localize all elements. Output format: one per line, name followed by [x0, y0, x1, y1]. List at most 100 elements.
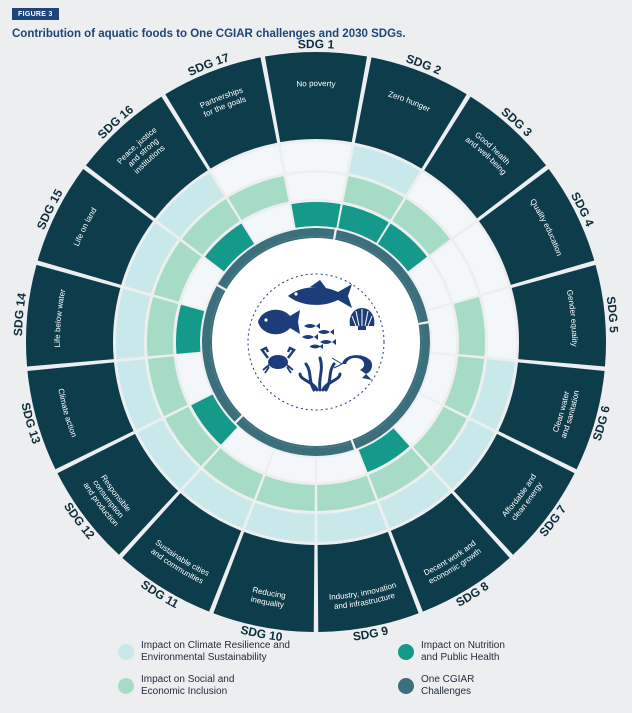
social-cell-sdg-5 — [453, 297, 486, 357]
nutrition-cell-sdg-5 — [427, 304, 457, 354]
social-cell-sdg-2 — [343, 176, 404, 220]
climate-cell-sdg-9 — [317, 502, 387, 542]
social-cell-sdg-15 — [153, 241, 202, 302]
social-cell-sdg-6 — [444, 356, 485, 417]
climate-cell-sdg-13 — [117, 359, 162, 430]
legend-label-climate: Impact on Climate Resilience and Environm… — [141, 640, 290, 663]
nutrition-cell-sdg-3 — [377, 223, 428, 272]
sdg-segment-17 — [165, 57, 278, 169]
sdg-number-14: SDG 14 — [11, 292, 29, 337]
social-cell-sdg-7 — [413, 406, 467, 466]
legend-item-nutrition: Impact on Nutrition and Public Health — [398, 640, 505, 664]
climate-cell-sdg-5 — [481, 288, 517, 359]
nutrition-cell-sdg-12 — [191, 394, 238, 445]
sdg-number-5: SDG 5 — [604, 295, 621, 333]
legend-swatch-nutrition — [398, 644, 414, 660]
nutrition-cell-sdg-15 — [181, 258, 223, 310]
center-dotted-ring — [247, 273, 385, 411]
climate-cell-sdg-16 — [157, 172, 225, 238]
figure-label: FIGURE 3 — [12, 8, 59, 20]
nutrition-cell-sdg-7 — [394, 394, 441, 445]
seaweed-icon — [298, 356, 342, 392]
sdg-segment-8 — [390, 493, 510, 612]
small-fish-school-icon — [302, 323, 336, 349]
nutrition-cell-sdg-10 — [266, 450, 316, 482]
climate-cell-sdg-11 — [182, 470, 253, 528]
sdg-segment-11 — [122, 493, 242, 612]
sdg-segment-10 — [213, 531, 315, 632]
center-disc — [212, 238, 420, 446]
social-cell-sdg-12 — [165, 406, 219, 466]
sdg-segment-6 — [498, 362, 605, 470]
sdg-segment-1 — [264, 51, 368, 143]
social-cell-sdg-13 — [147, 356, 188, 417]
social-cell-sdg-14 — [147, 297, 179, 357]
nutrition-cell-sdg-8 — [358, 428, 410, 473]
figure-title: Contribution of aquatic foods to One CGI… — [12, 28, 406, 40]
climate-impact-ring — [115, 142, 517, 542]
fish-icon — [288, 280, 352, 308]
climate-cell-sdg-3 — [407, 172, 475, 238]
sdg-ring — [26, 51, 606, 632]
sdg-segment-2 — [354, 57, 467, 169]
legend-item-social: Impact on Social and Economic Inclusion — [118, 674, 234, 698]
challenge-segment-1 — [335, 229, 429, 323]
climate-cell-sdg-1 — [280, 142, 352, 173]
nutrition-cell-sdg-1 — [291, 202, 341, 228]
social-cell-sdg-16 — [181, 199, 240, 255]
social-cell-sdg-10 — [256, 475, 315, 511]
climate-cell-sdg-14 — [115, 288, 151, 359]
challenge-segment-4 — [202, 286, 241, 422]
challenge-segment-2 — [353, 323, 430, 449]
crab-icon — [260, 346, 296, 374]
legend-swatch-social — [118, 678, 134, 694]
nutrition-cell-sdg-2 — [338, 204, 389, 243]
challenge-segment-3 — [236, 417, 354, 456]
legend-label-challenge: One CGIAR Challenges — [421, 674, 475, 697]
nutrition-impact-ring — [175, 202, 457, 482]
sdg-label-1: No poverty — [296, 79, 336, 89]
nutrition-cell-sdg-16 — [204, 223, 255, 272]
legend-item-challenge: One CGIAR Challenges — [398, 674, 474, 698]
legend-label-social: Impact on Social and Economic Inclusion — [141, 674, 235, 697]
climate-cell-sdg-6 — [470, 359, 515, 430]
nutrition-cell-sdg-11 — [222, 428, 274, 473]
sdg-segment-9 — [317, 531, 419, 632]
shrimp-icon — [331, 355, 373, 380]
sdg-segment-14 — [26, 264, 121, 367]
legend-item-climate: Impact on Climate Resilience and Environm… — [118, 640, 290, 664]
sdg-segment-7 — [453, 433, 575, 555]
legend-swatch-challenge — [398, 678, 414, 694]
climate-cell-sdg-8 — [379, 470, 450, 528]
nutrition-cell-sdg-14 — [175, 304, 205, 354]
sdg-segment-12 — [57, 433, 179, 555]
nutrition-cell-sdg-17 — [243, 204, 294, 243]
center-circle — [212, 238, 420, 446]
social-cell-sdg-4 — [430, 241, 479, 302]
legend-swatch-climate — [118, 644, 134, 660]
social-cell-sdg-11 — [203, 448, 264, 500]
social-cell-sdg-3 — [392, 199, 451, 255]
tilapia-icon — [258, 309, 300, 335]
nutrition-cell-sdg-6 — [420, 353, 456, 404]
climate-cell-sdg-4 — [454, 222, 508, 294]
sdg-segment-13 — [27, 362, 134, 470]
nutrition-cell-sdg-9 — [316, 450, 366, 482]
social-cell-sdg-1 — [286, 173, 346, 202]
sdg-number-1: SDG 1 — [297, 37, 334, 52]
climate-cell-sdg-17 — [212, 145, 284, 196]
shell-icon — [349, 308, 375, 330]
nutrition-cell-sdg-4 — [409, 258, 451, 310]
legend-label-nutrition: Impact on Nutrition and Public Health — [421, 640, 505, 663]
social-cell-sdg-8 — [368, 448, 429, 500]
climate-cell-sdg-2 — [348, 145, 420, 196]
sdg-segment-16 — [85, 96, 208, 219]
climate-cell-sdg-12 — [137, 419, 200, 489]
social-impact-ring — [147, 173, 486, 511]
sdg-segment-3 — [424, 96, 547, 219]
challenge-segment-5 — [217, 227, 335, 289]
climate-cell-sdg-10 — [245, 502, 315, 542]
social-cell-sdg-9 — [317, 475, 376, 511]
sdg-segment-5 — [511, 264, 606, 367]
